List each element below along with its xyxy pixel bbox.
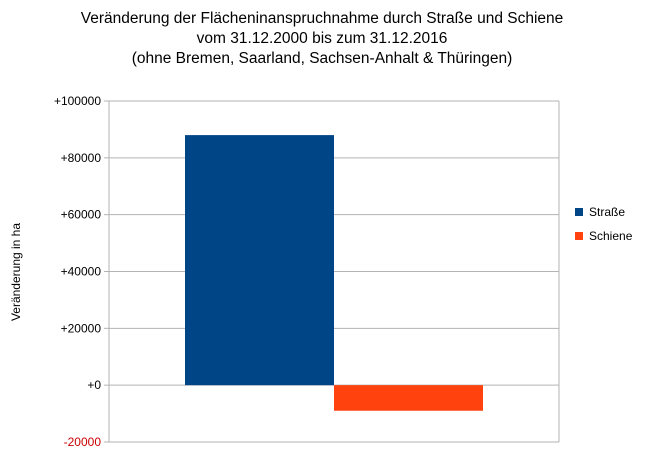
chart-title-line-3: (ohne Bremen, Saarland, Sachsen-Anhalt &… (132, 50, 513, 67)
y-tick-label: +100000 (54, 94, 101, 108)
bar-schiene (334, 385, 483, 411)
bars (185, 135, 483, 411)
y-tick-label: -20000 (64, 435, 102, 449)
y-tick-label: +20000 (61, 321, 102, 335)
y-axis-label: Veränderung in ha (9, 223, 23, 321)
chart-title-line-2: vom 31.12.2000 bis zum 31.12.2016 (197, 30, 448, 47)
bar-strasse (185, 135, 334, 386)
axes (108, 101, 560, 442)
legend-label: Straße (589, 205, 625, 219)
y-axis-ticks: -20000 +0 +20000 +40000 +60000 +80000 +100000 (54, 94, 109, 449)
y-tick-label: +60000 (61, 208, 102, 222)
legend-swatch (575, 232, 583, 240)
y-tick-label: +80000 (61, 151, 102, 165)
y-tick-label: +40000 (61, 265, 102, 279)
legend-swatch (575, 208, 583, 216)
legend-label: Schiene (589, 229, 633, 243)
y-tick-label: +0 (87, 378, 101, 392)
chart-title-line-1: Veränderung der Flächeninanspruchnahme d… (81, 10, 564, 27)
legend: Straße Schiene (575, 205, 633, 243)
